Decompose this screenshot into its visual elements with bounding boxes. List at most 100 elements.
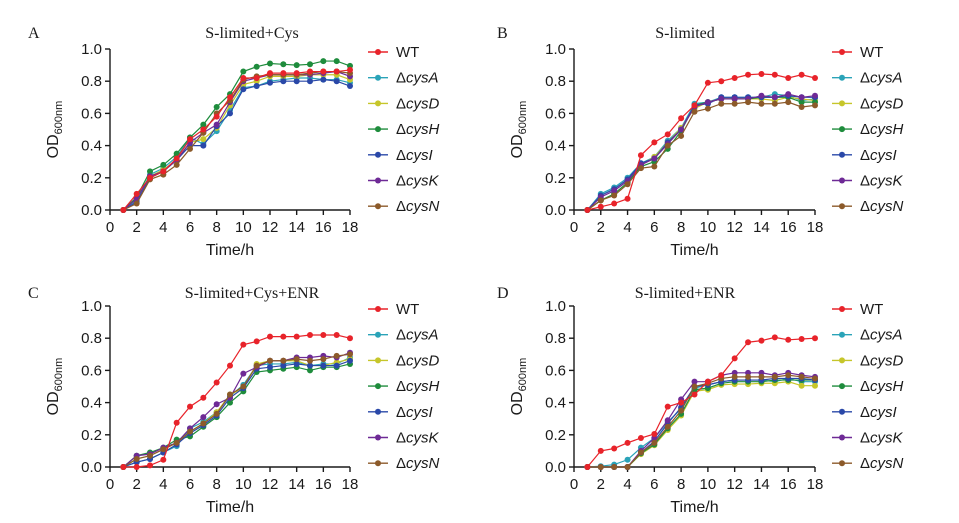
data-point [678, 132, 685, 139]
data-point [133, 190, 140, 197]
data-point [798, 382, 805, 389]
legend-item-wt: WT [368, 301, 419, 318]
y-axis-label: OD600nm [45, 101, 65, 159]
legend-item-wt: WT [832, 301, 883, 318]
legend-swatch-marker [839, 460, 845, 467]
legend-label: ΔcysD [396, 352, 440, 369]
legend-swatch-marker [839, 100, 845, 107]
data-point [347, 335, 353, 342]
legend-item-cysa: ΔcysA [368, 327, 439, 344]
legend-item-cysh: ΔcysH [832, 121, 904, 138]
data-point [678, 399, 685, 406]
y-tick-label: 0.4 [81, 395, 102, 412]
legend-swatch-marker [839, 177, 845, 184]
data-point [240, 86, 247, 93]
data-point [173, 161, 180, 168]
data-point [133, 455, 140, 462]
series-cysh [584, 94, 818, 213]
data-point [637, 449, 644, 456]
data-point [691, 108, 698, 115]
series-line-cysa [587, 377, 815, 468]
data-point [240, 68, 247, 75]
data-point [664, 131, 671, 138]
x-tick-label: 6 [650, 476, 658, 493]
data-point [160, 456, 167, 463]
legend-label-name: WT [860, 301, 883, 318]
legend-item-cysi: ΔcysI [832, 404, 897, 421]
series-cysa [584, 91, 818, 213]
legend-label-prefix: Δ [396, 95, 406, 112]
y-axis-label-main: OD [45, 391, 62, 415]
data-point [293, 356, 300, 363]
legend-label: ΔcysH [396, 378, 440, 395]
y-tick-label: 0.6 [545, 105, 566, 122]
legend-label: WT [860, 301, 883, 318]
x-tick-label: 6 [186, 219, 194, 236]
x-tick-label: 2 [132, 476, 140, 493]
data-point [280, 78, 287, 85]
data-point [213, 121, 220, 128]
series-wt [120, 331, 353, 470]
legend-item-cysa: ΔcysA [832, 327, 903, 344]
legend-item-cysa: ΔcysA [368, 70, 439, 87]
legend-swatch-marker [839, 408, 845, 415]
data-point [771, 334, 778, 341]
legend-item-cysd: ΔcysD [368, 352, 440, 369]
x-tick-label: 2 [597, 219, 605, 236]
data-point [320, 68, 327, 75]
legend-item-cysi: ΔcysI [368, 404, 433, 421]
data-point [253, 83, 260, 90]
y-tick-label: 0.4 [545, 138, 566, 155]
data-point [187, 136, 193, 143]
series-line-cysn [587, 101, 816, 211]
data-point [333, 78, 340, 85]
series-wt [584, 334, 818, 470]
x-tick-label: 4 [623, 476, 631, 493]
data-point [280, 61, 287, 68]
legend-label-prefix: Δ [860, 173, 870, 190]
legend-item-cysn: ΔcysN [368, 455, 440, 472]
legend-label: ΔcysD [396, 95, 440, 112]
data-point [293, 360, 300, 367]
y-tick-label: 0.8 [545, 330, 566, 347]
legend-item-cysn: ΔcysN [368, 198, 440, 215]
legend-label-name: cysH [870, 378, 904, 395]
legend-label-name: cysN [406, 198, 440, 215]
legend-label-name: cysD [870, 352, 904, 369]
data-point [240, 341, 247, 348]
data-point [624, 195, 631, 202]
x-tick-label: 8 [212, 219, 220, 236]
data-point [812, 74, 818, 81]
legend-label-name: cysA [406, 70, 439, 87]
series-cysn [584, 99, 818, 213]
legend-label-prefix: Δ [396, 147, 406, 164]
data-point [664, 142, 671, 149]
data-point [307, 367, 313, 374]
data-point [785, 336, 792, 343]
y-tick-label: 0.4 [545, 395, 566, 412]
legend-item-cysa: ΔcysA [832, 70, 903, 87]
x-tick-label: 8 [677, 476, 685, 493]
data-point [200, 142, 207, 149]
legend-label-prefix: Δ [396, 173, 406, 190]
legend-label: ΔcysA [396, 327, 439, 344]
legend-item-cysd: ΔcysD [368, 95, 440, 112]
legend-swatch-marker [375, 49, 381, 55]
legend-label-name: cysA [406, 327, 439, 344]
y-axis-label-subscript: 600nm [53, 358, 65, 392]
data-point [745, 71, 752, 78]
legend-label-prefix: Δ [860, 404, 870, 421]
data-point [584, 464, 591, 470]
data-point [798, 71, 805, 78]
data-point [785, 372, 792, 379]
x-tick-label: 0 [570, 219, 578, 236]
series-line-cysa [122, 77, 351, 211]
x-axis-label: Time/h [206, 242, 254, 259]
data-point [664, 423, 671, 430]
x-tick-label: 6 [650, 219, 658, 236]
data-point [812, 335, 818, 342]
data-point [320, 331, 327, 338]
data-point [731, 355, 738, 362]
data-point [333, 331, 340, 338]
data-point [758, 337, 765, 344]
